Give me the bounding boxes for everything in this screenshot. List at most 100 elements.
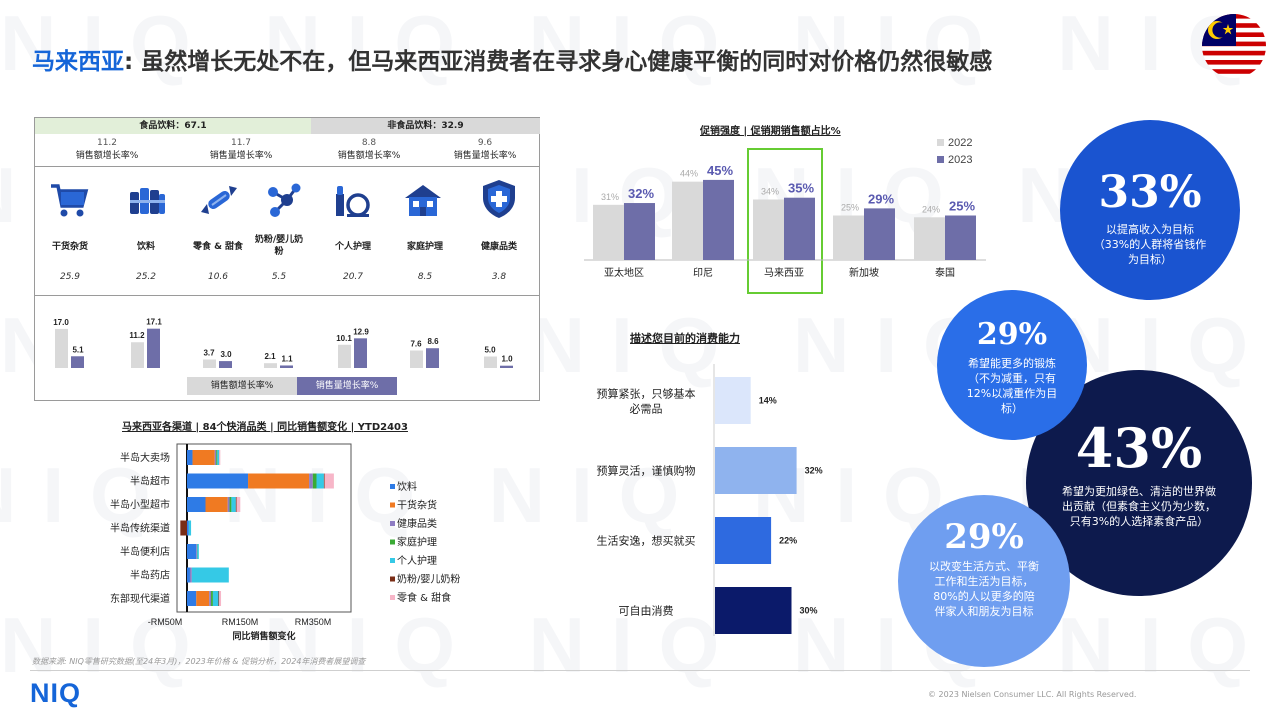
bar-value-label: 31% [601, 192, 619, 202]
spend-category-label: 预算灵活，谨慎购物 [597, 464, 696, 478]
channel-bar-segment [235, 497, 237, 512]
channel-bar-segment [187, 473, 249, 489]
channel-label: 半岛小型超市 [110, 498, 170, 511]
legend-label: 个人护理 [397, 554, 437, 567]
category-label: 马来西亚 [764, 267, 804, 279]
bar-2022 [672, 181, 703, 260]
bar-value-label: 3.7 [203, 348, 215, 357]
shopping-cart-icon [51, 184, 89, 217]
bar-volume-growth [219, 361, 232, 368]
channel-bar-segment [187, 567, 190, 583]
category-name: 饮料 [136, 242, 155, 252]
category-label: 亚太地区 [604, 266, 644, 279]
bar-value-label: 2.1 [264, 352, 276, 361]
channel-bar-segment [187, 520, 189, 536]
metric-value: 8.8 [361, 138, 377, 148]
title-text: : 虽然增长无处不在，但马来西亚消费者在寻求身心健康平衡的同时对价格仍然很敏感 [124, 49, 993, 75]
bar-2023 [864, 208, 895, 260]
channel-bar-segment [309, 473, 313, 489]
bar-value-label: 45% [707, 163, 733, 178]
bar-sales-growth [203, 359, 216, 368]
legend-label: 零食 & 甜食 [397, 591, 451, 604]
stat-text: 以改变生活方式、平衡工作和生活为目标，80%的人以更多的陪伴家人和朋友为目标 [929, 560, 1039, 618]
category-name: 家庭护理 [406, 242, 443, 252]
legend-swatch [937, 139, 944, 146]
metric-label: 销售量增长率% [209, 151, 273, 161]
channel-bar-segment [197, 544, 199, 559]
category-label: 泰国 [935, 266, 955, 279]
channel-bar-segment [219, 450, 221, 465]
bar-value-label: 17.1 [146, 318, 162, 327]
spend-category-label: 可自由消费 [619, 604, 674, 618]
page-title: 马来西亚: 虽然增长无处不在，但马来西亚消费者在寻求身心健康平衡的同时对价格仍然… [32, 42, 992, 76]
title-highlight: 马来西亚 [32, 49, 124, 75]
legend-label: 干货杂货 [397, 499, 437, 512]
legend-swatch [937, 156, 944, 163]
stat-bubble-exercise: 29% 希望能更多的锻炼（不为减重，只有12%以减重作为目标） [937, 290, 1087, 440]
bar-volume-growth [500, 365, 513, 368]
legend-label: 2023 [948, 154, 972, 166]
channel-bar-segment [214, 450, 217, 465]
bar-value-label: 10.1 [336, 334, 352, 343]
bar-volume-growth [147, 328, 160, 368]
bar-2022 [753, 199, 784, 260]
bar-volume-growth [71, 356, 84, 368]
copyright: © 2023 Nielsen Consumer LLC. All Rights … [928, 690, 1137, 699]
metric-label: 销售额增长率% [337, 151, 401, 161]
channel-bar-segment [217, 450, 220, 465]
channel-bar-segment [218, 591, 220, 606]
legend-label: 奶粉/婴儿奶粉 [397, 573, 460, 586]
cosmetics-icon [336, 186, 370, 217]
channel-bar-segment [187, 497, 206, 512]
bar-value-label: 3.0 [220, 350, 232, 359]
metric-value: 9.6 [477, 138, 493, 148]
channel-bar-segment [236, 497, 241, 512]
category-name: 零食 & 甜食 [192, 242, 244, 252]
channel-bar-segment [324, 473, 334, 489]
channel-bar-segment [187, 450, 193, 465]
spend-bar [715, 377, 751, 424]
spend-chart: 14% 预算紧张，只够基本必需品 32% 预算灵活，谨慎购物 22% 生活安逸，想买就买 3… [597, 364, 823, 636]
legend-label: 2022 [948, 137, 972, 149]
legend-swatch [390, 595, 395, 600]
bar-value-label: 5.1 [72, 345, 84, 354]
legend-sales-growth: 销售额增长率% [187, 377, 297, 395]
spend-category-label: 预算紧张，只够基本必需品 [597, 387, 696, 416]
metric-label: 销售额增长率% [75, 151, 139, 161]
channel-bar-segment [191, 567, 229, 583]
legend-label: 家庭护理 [397, 536, 437, 549]
bar-value-label: 1.1 [281, 354, 293, 363]
spend-bar [715, 587, 792, 634]
category-name: 个人护理 [334, 242, 371, 252]
legend-swatch [390, 521, 395, 526]
bar-value-label: 8.6 [427, 337, 439, 346]
legend-volume-growth: 销售量增长率% [297, 377, 397, 395]
channel-bar-segment [180, 520, 187, 536]
house-icon [405, 185, 441, 216]
bar-sales-growth [55, 328, 68, 368]
bar-value-label: 7.6 [410, 340, 422, 349]
bar-2023 [945, 215, 976, 260]
bar-2022 [833, 215, 864, 260]
bar-2023 [624, 203, 655, 260]
bar-sales-growth [131, 342, 144, 368]
category-share: 8.5 [417, 272, 433, 282]
divider [35, 166, 540, 167]
category-name: 健康品类 [480, 242, 517, 252]
channel-bar-segment [212, 591, 219, 606]
bar-value-label: 14% [759, 396, 777, 406]
channel-bar-segment [187, 591, 197, 606]
bar-sales-growth [484, 356, 497, 368]
legend-swatch [390, 576, 395, 582]
metric-value: 11.2 [96, 138, 118, 148]
channel-bar-segment [187, 544, 197, 559]
category-name: 奶粉/婴儿奶粉 [254, 235, 304, 257]
legend-swatch [390, 539, 395, 545]
bar-value-label: 25% [949, 199, 975, 214]
legend-swatch [390, 484, 395, 489]
spend-bar [715, 517, 772, 564]
bar-2022 [914, 217, 945, 260]
promo-chart-title: 促销强度 | 促销期销售额占比% [700, 126, 841, 137]
bar-value-label: 5.0 [484, 346, 496, 355]
